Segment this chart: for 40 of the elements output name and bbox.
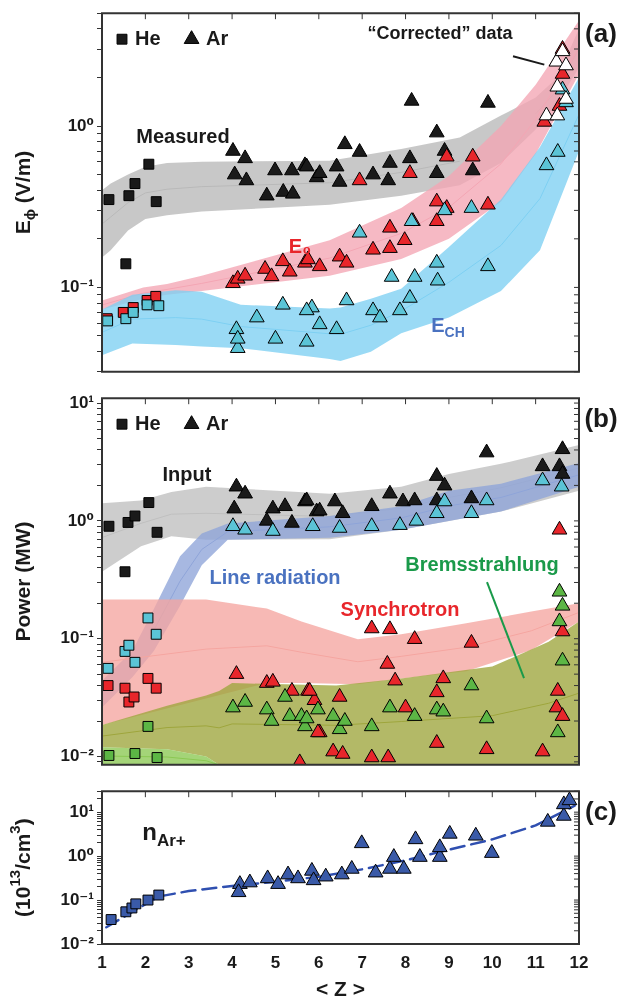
x-tick-label: 5 — [270, 952, 281, 972]
y-tick-label: 10⁻¹ — [60, 889, 95, 909]
y-tick-label: 10⁻² — [60, 933, 95, 953]
y-tick-label: 10¹ — [69, 801, 95, 821]
y-tick-label: 10⁻¹ — [60, 277, 95, 297]
x-tick-label: 10 — [482, 952, 502, 972]
x-tick-label: 12 — [569, 952, 589, 972]
annotation: Measured — [136, 124, 230, 147]
x-tick-label: 11 — [526, 952, 545, 972]
x-axis-title: < Z > — [315, 976, 366, 1000]
x-tick-label: 9 — [444, 952, 454, 972]
text: (b) — [584, 403, 618, 434]
x-tick-label: 3 — [183, 952, 194, 972]
x-tick-label: 8 — [400, 952, 411, 972]
x-tick-label: 2 — [140, 952, 151, 972]
y-tick-label: 10⁰ — [67, 510, 94, 530]
y-axis-title: Power (MW) — [10, 521, 34, 642]
annotation: Line radiation — [209, 565, 341, 588]
y-tick-label: 10⁰ — [67, 115, 94, 135]
legend-label: He — [135, 26, 161, 49]
annotation: “Corrected” data — [367, 23, 514, 44]
y-tick-label: 10⁻¹ — [60, 628, 95, 648]
x-tick-label: 6 — [314, 952, 324, 972]
text: (a) — [585, 18, 617, 49]
y-tick-label: 10⁰ — [67, 845, 94, 865]
legend-label: He — [135, 411, 161, 434]
y-axis-title: Eϕ (V/m) — [10, 150, 39, 235]
text: (c) — [585, 796, 617, 827]
legend-label: Ar — [206, 26, 229, 49]
x-tick-label: 7 — [357, 952, 367, 972]
annotation: Input — [162, 462, 212, 485]
x-tick-label: 4 — [227, 952, 238, 972]
y-axis-title: (1013/cm3) — [5, 818, 34, 917]
y-tick-label: 10¹ — [69, 392, 95, 412]
legend-label: Ar — [206, 411, 229, 434]
y-tick-label: 10⁻² — [60, 746, 95, 766]
annotation: Bremsstrahlung — [405, 552, 559, 575]
annotation: E₀ — [288, 234, 312, 257]
x-tick-label: 1 — [97, 952, 107, 972]
annotation: Synchrotron — [340, 597, 460, 620]
